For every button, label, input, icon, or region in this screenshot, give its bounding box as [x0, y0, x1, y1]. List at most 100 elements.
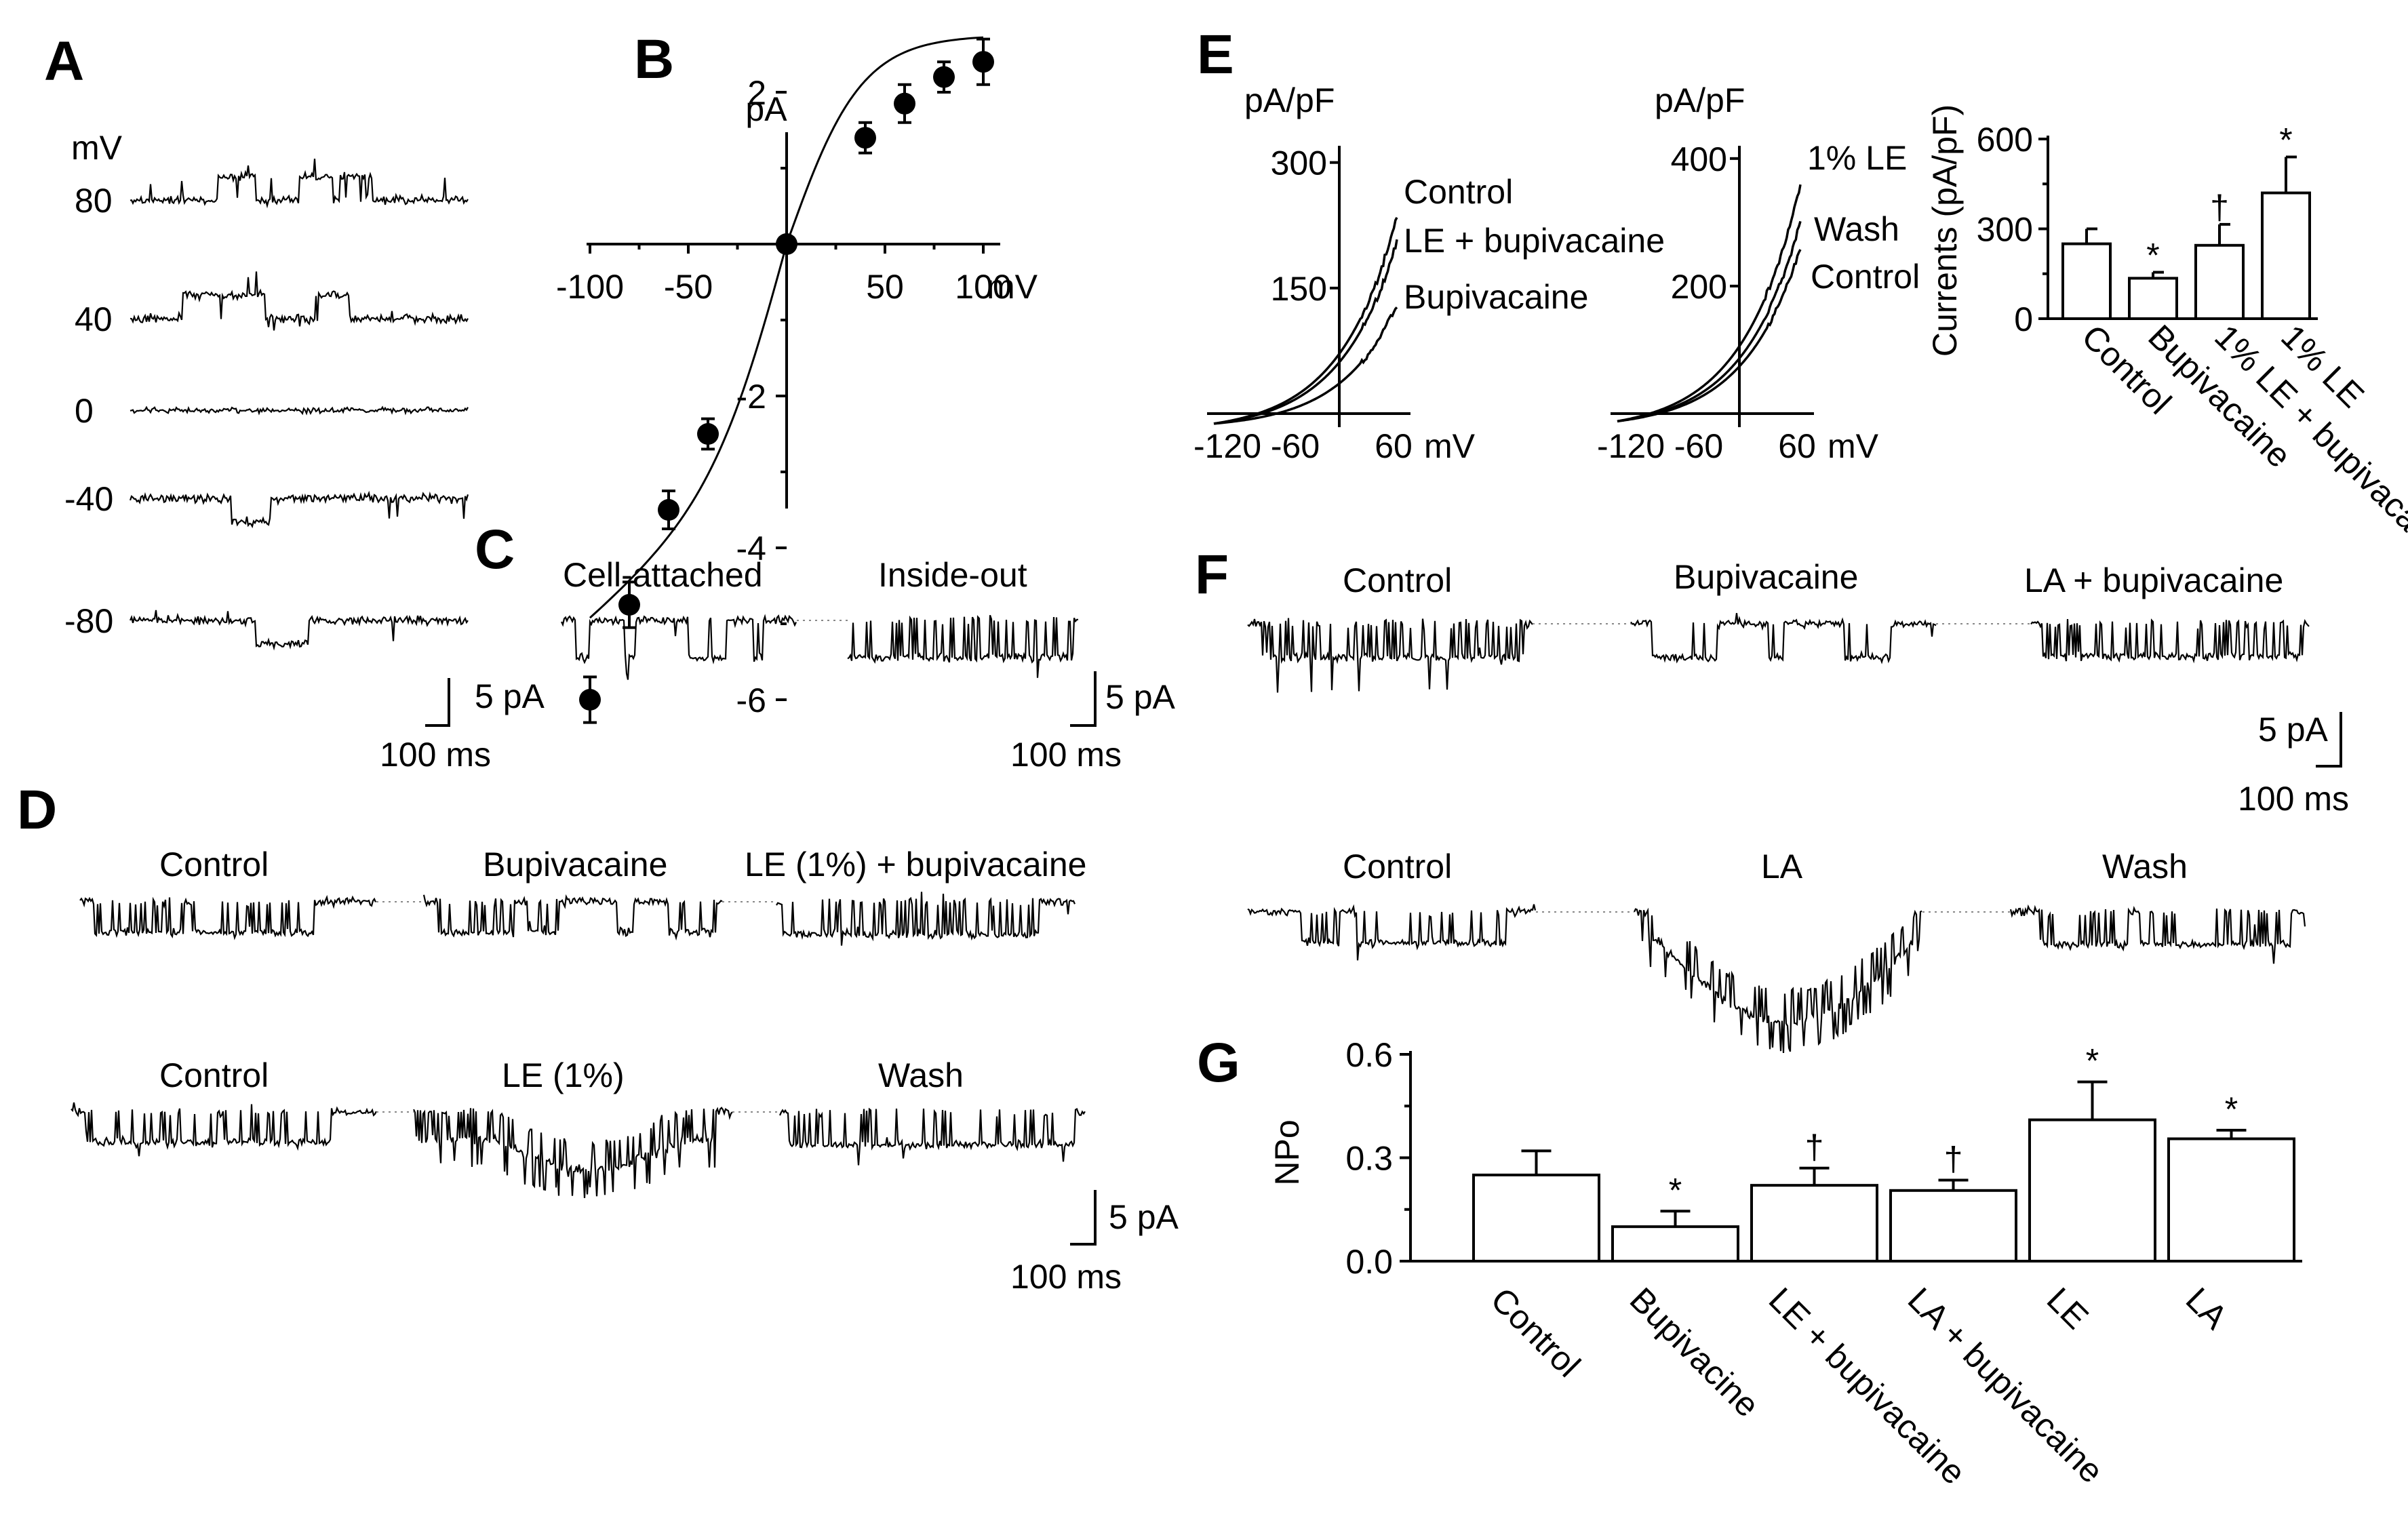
panel-label-e: E: [1197, 24, 1234, 85]
panel-b-data-point: [697, 423, 719, 445]
panel-e-y-tick-label: 200: [1671, 268, 1727, 306]
panel-e-bar-y-label: Currents (pA/pF): [1926, 104, 1964, 357]
panel-c-label-inside-out: Inside-out: [878, 556, 1027, 594]
panel-a-trace--80: [129, 610, 469, 651]
panel-g-category-label: Bupivacine: [1623, 1280, 1767, 1425]
panel-f-trace-control-2: [1247, 904, 1537, 961]
panel-b-y-tick-label: 2: [747, 74, 766, 112]
panel-d-trace-control-1: [79, 894, 377, 940]
panel-b-data-point: [972, 51, 994, 73]
panel-f-label-wash: Wash: [2102, 848, 2188, 886]
panel-e-x-tick-label: 60: [1778, 427, 1816, 465]
panel-g-bar: [1472, 1173, 1600, 1262]
panel-e-x-label: mV: [1828, 427, 1879, 465]
panel-c-scale-time: 100 ms: [1010, 736, 1122, 774]
panel-g-category-label: Control: [1484, 1280, 1588, 1385]
panel-d-label-le: LE (1%): [502, 1056, 625, 1094]
panel-c: Cell-attached Inside-out 5 pA 100 ms: [561, 556, 1176, 774]
panel-f-trace-la-bupivacaine: [2030, 618, 2310, 664]
panel-e-x-label: mV: [1424, 427, 1476, 465]
panel-a-voltage-label: 0: [75, 392, 94, 430]
panel-d-trace-bupivacaine: [422, 894, 723, 941]
panel-d-trace-wash: [778, 1107, 1086, 1166]
panel-a-scalebar: 5 pA 100 ms: [380, 677, 545, 774]
panel-a: mV 80 40 0 -40 -80 5 pA 100 ms: [64, 129, 545, 774]
panel-f-label-control-2: Control: [1343, 848, 1452, 886]
panel-d-trace-le-bupivacaine: [776, 892, 1076, 946]
panel-e-y-label: pA/pF: [1244, 81, 1335, 119]
panel-b-x-tick-label: 50: [866, 268, 904, 306]
panel-f-label-la: LA: [1761, 848, 1803, 886]
panel-e-bar: [2128, 277, 2178, 320]
panel-a-trace-0: [130, 405, 469, 416]
panel-g-bar: [1750, 1184, 1878, 1262]
panel-f-scale-time: 100 ms: [2238, 780, 2349, 818]
panel-e-x-tick-label: -120: [1597, 427, 1665, 465]
panel-f-trace-control-1: [1247, 618, 1533, 693]
panel-f-trace-wash: [2009, 904, 2306, 964]
panel-g-category-label: LA: [2179, 1280, 2235, 1336]
panel-e-bar: [2194, 243, 2245, 320]
panel-c-scalebar: 5 pA 100 ms: [1010, 671, 1176, 774]
panel-b-data-point: [658, 499, 679, 521]
panel-label-g: G: [1197, 1032, 1240, 1094]
panel-f-scalebar: 5 pA 100 ms: [2238, 711, 2349, 818]
panel-f-traces: [1247, 613, 2310, 1054]
panel-b-y-label: pA: [745, 90, 787, 128]
panel-f: Control Bupivacaine LA + bupivacaine Con…: [1247, 558, 2349, 1054]
panel-d-label-wash: Wash: [878, 1056, 964, 1094]
panel-b-x-tick-label: -100: [556, 268, 624, 306]
panel-g-significance-mark: †: [1805, 1128, 1824, 1166]
panel-e-bar-significance-mark: *: [2279, 121, 2292, 159]
panel-f-trace-bupivacaine: [1630, 613, 1937, 664]
panel-f-scale-current: 5 pA: [2258, 711, 2329, 749]
panel-b-data-point: [579, 689, 601, 711]
panel-f-label-la-bupivacaine: LA + bupivacaine: [2024, 561, 2283, 599]
panel-g-bar: [1889, 1189, 2017, 1262]
panel-e-series-control-2: Control: [1811, 258, 1920, 296]
panel-a-scale-time: 100 ms: [380, 736, 491, 774]
panel-e-x-tick-label: -60: [1271, 427, 1320, 465]
panel-e-y-label: pA/pF: [1655, 81, 1745, 119]
panel-e-series-bupivacaine: Bupivacaine: [1404, 278, 1588, 316]
panel-e-iv-curve: [1213, 306, 1398, 425]
panel-e-y-tick-label: 400: [1671, 140, 1727, 178]
panel-g-significance-mark: †: [1944, 1140, 1963, 1178]
panel-e-series-1pct-le: 1% LE: [1807, 139, 1907, 177]
panel-d-trace-control-2: [71, 1102, 377, 1157]
panel-d-label-control-2: Control: [159, 1056, 269, 1094]
panel-b-x-tick-label: -50: [664, 268, 713, 306]
panel-e-series-wash: Wash: [1814, 210, 1899, 248]
panel-b-data-point: [854, 127, 876, 149]
panel-e-y-tick-label: 150: [1271, 270, 1327, 308]
panel-c-trace-inside-out: [847, 614, 1078, 678]
panel-e-bar-y-tick-label: 0: [2014, 300, 2033, 338]
panel-a-voltage-label: -40: [64, 480, 113, 518]
panel-d-label-le-bupivacaine: LE (1%) + bupivacaine: [745, 846, 1086, 883]
panel-g-bar: [1611, 1225, 1739, 1262]
panel-g-y-label: NPo: [1268, 1119, 1306, 1185]
panel-d-label-bupivacaine: Bupivacaine: [483, 846, 667, 883]
panel-e-bar: [2261, 191, 2311, 320]
panel-g-significance-mark: *: [2225, 1090, 2238, 1128]
panel-e-iv-curve: [1213, 239, 1398, 425]
panel-a-trace-40: [130, 271, 469, 331]
panel-a-trace--40: [129, 490, 469, 529]
panel-g-significance-mark: *: [1669, 1171, 1682, 1209]
panel-b-data-point: [933, 66, 955, 88]
panel-b-data-point: [776, 233, 797, 255]
panel-a-scale-current: 5 pA: [475, 677, 545, 715]
panel-g-y-tick-label: 0.3: [1345, 1140, 1393, 1178]
panel-a-unit: mV: [71, 129, 123, 167]
panel-e-bar-significance-mark: †: [2210, 188, 2229, 226]
panel-b-x-label: mV: [987, 268, 1038, 306]
panel-label-c: C: [475, 519, 515, 580]
panel-b-data-point: [618, 594, 640, 616]
panel-e-bar-y-tick-label: 300: [1977, 211, 2033, 249]
panel-d-traces: [71, 892, 1086, 1199]
panel-a-traces: 80 40 0 -40 -80: [64, 159, 469, 651]
